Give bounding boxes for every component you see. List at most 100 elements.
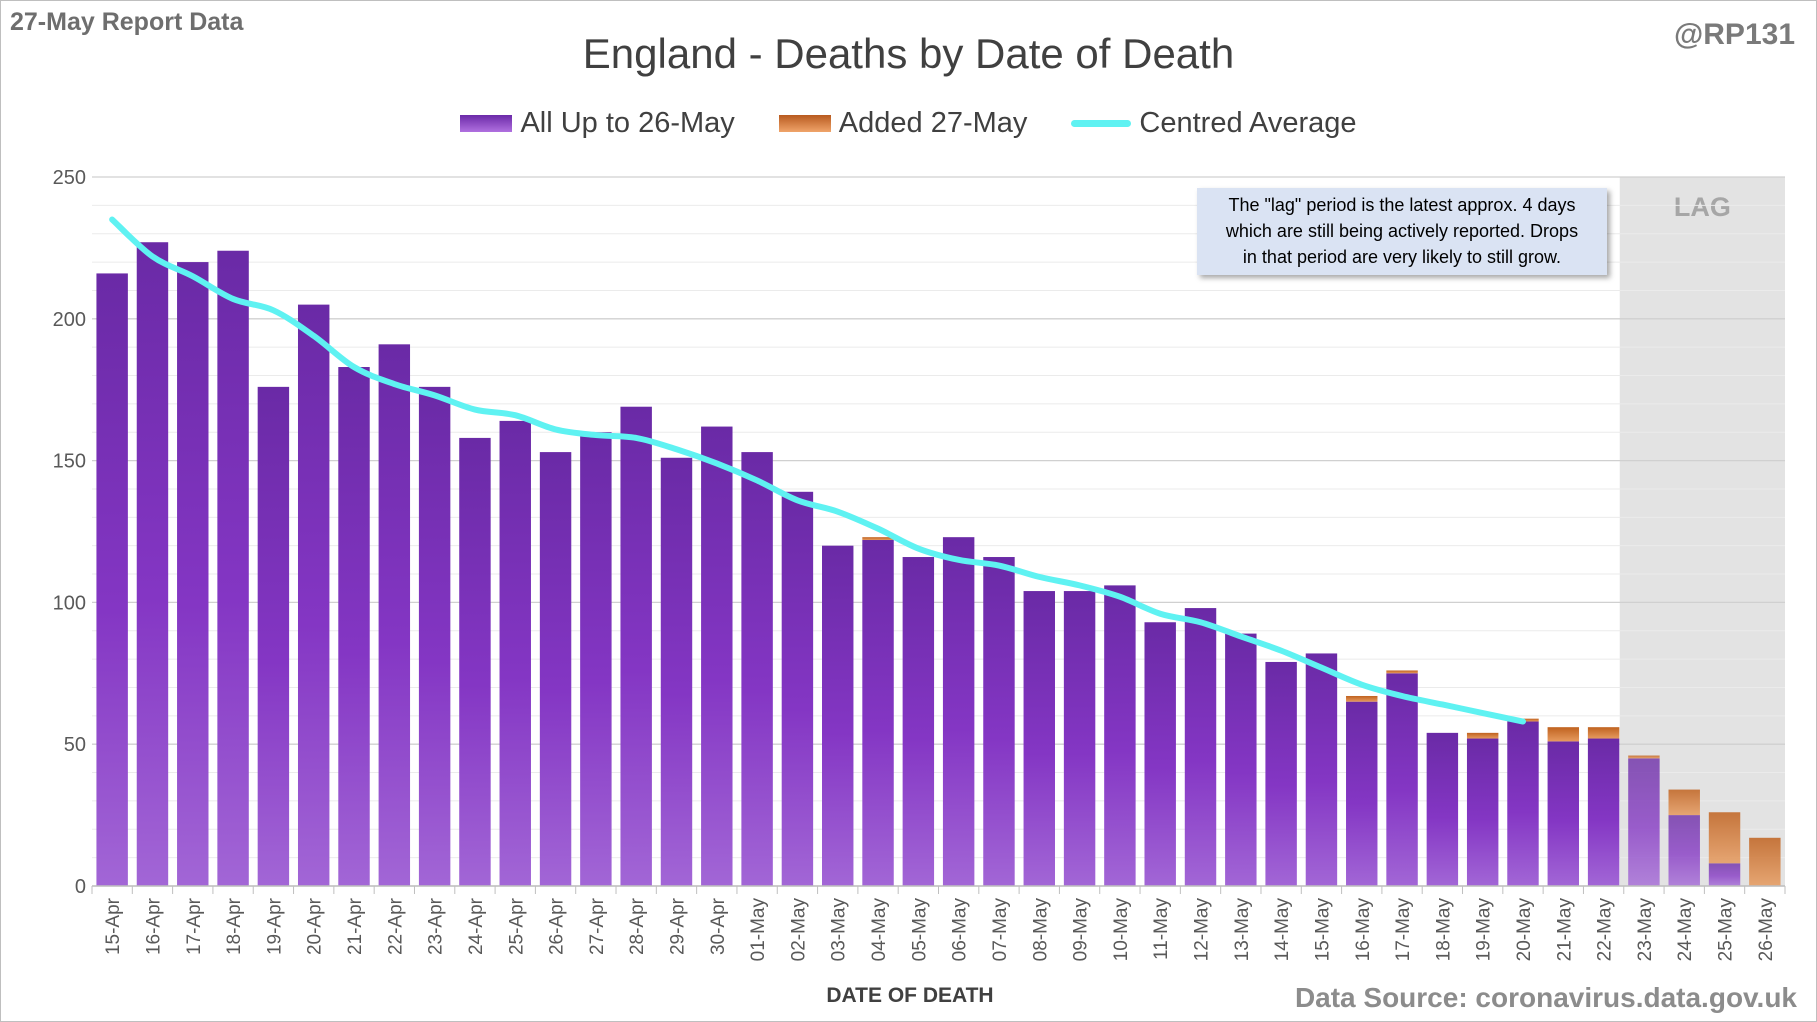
x-tick-label: 16-Apr (143, 897, 164, 955)
centred-average-line (109, 216, 1526, 725)
legend-label-main: All Up to 26-May (520, 107, 735, 139)
bar-main (1507, 721, 1539, 886)
x-tick-label: 22-Apr (385, 897, 406, 955)
x-tick-label: 12-May (1192, 898, 1213, 962)
bar-main (862, 540, 894, 886)
legend-swatch-average (1071, 120, 1132, 127)
x-tick-label: 09-May (1071, 898, 1092, 962)
y-tick-label: 250 (53, 167, 86, 189)
bar-main (1547, 741, 1580, 886)
bar-main (177, 262, 209, 887)
bar-main (1386, 673, 1418, 886)
y-tick-label: 200 (53, 309, 86, 331)
lag-note-line: which are still being actively reported.… (1225, 221, 1579, 241)
legend-item-added: Added 27-May (778, 107, 1028, 140)
bar-main (1346, 701, 1378, 886)
bar-main (459, 437, 491, 886)
bar-main (1104, 585, 1136, 886)
lag-note-line: The "lag" period is the latest approx. 4… (1228, 195, 1576, 215)
x-tick-label: 30-Apr (708, 897, 729, 955)
bar-main (1466, 738, 1499, 886)
y-tick-label: 50 (64, 734, 86, 756)
x-tick-label: 15-Apr (103, 897, 124, 955)
x-tick-label: 19-Apr (264, 897, 285, 955)
bar-added (1386, 670, 1418, 674)
x-tick-label: 25-May (1716, 898, 1737, 962)
bar-main (781, 491, 814, 886)
x-tick-label: 27-Apr (587, 897, 608, 955)
x-tick-label: 21-May (1554, 898, 1575, 962)
x-tick-label: 05-May (909, 898, 930, 962)
lag-note: The "lag" period is the latest approx. 4… (1197, 188, 1607, 275)
bar-main (499, 420, 531, 886)
legend-swatch-added (778, 115, 831, 132)
x-tick-label: 21-Apr (345, 897, 366, 955)
bar-main (1144, 622, 1176, 886)
bar-added (1749, 837, 1781, 886)
x-tick-label: 24-Apr (466, 897, 487, 955)
lag-label: LAG (1674, 192, 1731, 222)
legend-label-added: Added 27-May (838, 107, 1028, 139)
x-tick-label: 20-May (1514, 898, 1535, 962)
data-source: Data Source: coronavirus.data.gov.uk (1294, 982, 1797, 1013)
x-axis-title: DATE OF DEATH (826, 984, 994, 1007)
x-tick-label: 23-May (1635, 898, 1656, 962)
x-tick-label: 15-May (1312, 898, 1333, 962)
x-tick-label: 06-May (950, 898, 971, 962)
legend-item-main: All Up to 26-May (460, 107, 735, 140)
x-tick-label: 03-May (829, 898, 850, 962)
x-tick-label: 08-May (1030, 898, 1051, 962)
x-tick-label: 07-May (990, 898, 1011, 962)
bar-main (1708, 863, 1741, 886)
report-date-label: 27-May Report Data (10, 8, 244, 36)
bar-main (1265, 661, 1297, 886)
bar-added (1346, 695, 1378, 702)
x-tick-label: 01-May (748, 898, 769, 962)
bar-main (539, 452, 572, 886)
bar-added (1547, 727, 1580, 742)
x-tick-label: 18-Apr (224, 897, 245, 955)
y-tick-label: 150 (53, 451, 86, 473)
bar-added (1708, 812, 1741, 864)
bar-main (1587, 738, 1620, 886)
bar-added (1587, 727, 1620, 739)
legend: All Up to 26-May Added 27-May Centred Av… (0, 107, 1817, 140)
bar-main (1628, 758, 1660, 886)
x-tick-label: 25-Apr (506, 897, 527, 955)
legend-item-average: Centred Average (1071, 107, 1357, 140)
bar-added (1628, 755, 1660, 759)
bar-main (96, 273, 128, 886)
bar-added (1466, 732, 1499, 739)
bar-added (1668, 789, 1700, 816)
bar-main (902, 557, 935, 886)
legend-swatch-main (460, 115, 513, 132)
bar-main (1668, 815, 1700, 886)
x-tick-label: 04-May (869, 898, 890, 962)
legend-label-average: Centred Average (1139, 107, 1357, 139)
x-tick-label: 10-May (1111, 898, 1132, 962)
bar-main (1225, 633, 1257, 886)
x-tick-label: 19-May (1474, 898, 1495, 962)
bar-main (297, 304, 330, 886)
bar-main (257, 386, 290, 886)
x-tick-label: 29-Apr (667, 897, 688, 955)
bar-main (660, 457, 693, 886)
bar-main (378, 344, 411, 887)
bar-added (862, 537, 894, 541)
x-tick-label: 17-May (1393, 898, 1414, 962)
x-tick-label: 24-May (1675, 898, 1696, 962)
x-tick-label: 20-Apr (305, 897, 326, 955)
x-tick-label: 16-May (1353, 898, 1374, 962)
bar-main (1184, 608, 1217, 886)
x-tick-label: 14-May (1272, 898, 1293, 962)
bar-main (1063, 591, 1096, 886)
bar-main (1426, 732, 1459, 886)
bar-main (620, 406, 652, 886)
x-tick-label: 23-Apr (426, 897, 447, 955)
y-tick-label: 0 (75, 876, 86, 898)
x-tick-label: 26-Apr (547, 897, 568, 955)
x-tick-label: 22-May (1595, 898, 1616, 962)
bar-main (338, 367, 370, 887)
bar-main (822, 545, 854, 886)
y-tick-label: 100 (53, 592, 86, 614)
